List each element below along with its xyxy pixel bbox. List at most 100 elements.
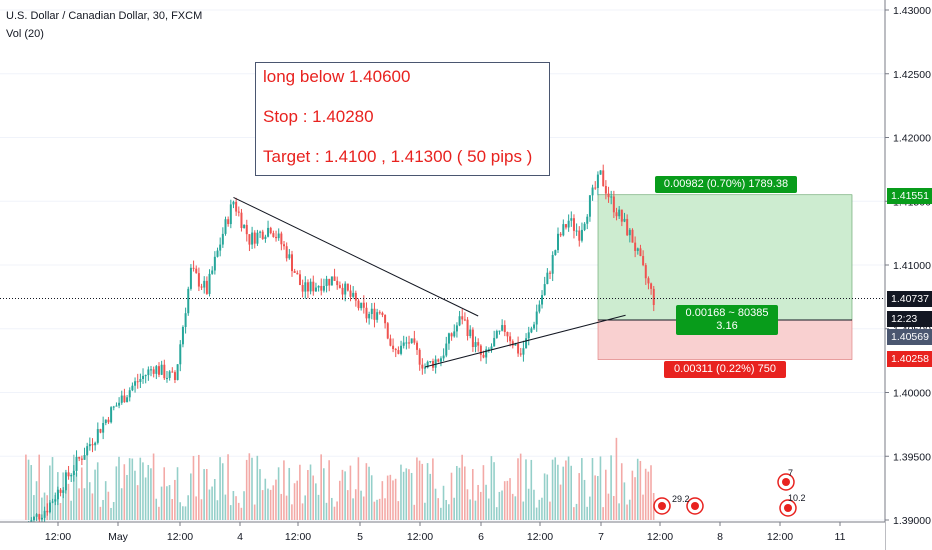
- volume-bar: [487, 498, 490, 520]
- descending-trendline: [233, 196, 479, 317]
- candle-body: [554, 250, 557, 256]
- event-label-first: 29.2: [672, 494, 690, 504]
- volume-bar: [559, 484, 562, 520]
- volume-bar: [394, 478, 397, 520]
- volume-bar: [522, 501, 525, 520]
- candle-body: [370, 308, 373, 314]
- price-axis-bg: [885, 0, 932, 550]
- volume-bar: [331, 497, 333, 520]
- volume-bar: [107, 491, 110, 520]
- candle-body: [567, 220, 570, 228]
- volume-bar: [179, 502, 181, 520]
- candle-body: [306, 282, 309, 292]
- candle-body: [493, 337, 496, 347]
- candle-body: [564, 224, 567, 228]
- candle-body: [219, 244, 222, 251]
- volume-bar: [72, 454, 75, 520]
- candle-body: [99, 429, 102, 433]
- note-target-line: Target : 1.4100 , 1.41300 ( 50 pips ): [263, 147, 533, 166]
- volume-bar: [51, 457, 54, 520]
- candle-body: [64, 472, 67, 491]
- volume-bar: [535, 507, 538, 520]
- volume-bar: [469, 499, 471, 520]
- candle-body: [43, 510, 46, 518]
- volume-bar: [174, 479, 176, 520]
- candle-body: [424, 367, 426, 369]
- volume-bar: [328, 460, 330, 520]
- candle-body: [216, 250, 219, 257]
- note-stop-line: Stop : 1.40280: [263, 107, 374, 126]
- candle-body: [546, 272, 549, 285]
- volume-bar: [325, 502, 328, 520]
- candle-body: [293, 271, 296, 273]
- candle-body: [588, 195, 591, 217]
- candle-body: [541, 295, 544, 305]
- candle-body: [501, 325, 504, 331]
- candle-body: [328, 278, 331, 286]
- volume-bar: [277, 467, 280, 520]
- event-markers[interactable]: 29.2 7 10.2: [653, 468, 806, 517]
- volume-bar: [243, 491, 245, 520]
- volume-bar: [221, 463, 224, 520]
- candle-body: [91, 444, 94, 446]
- volume-bar: [368, 466, 370, 520]
- candle-body: [368, 313, 371, 319]
- volume-bar: [623, 482, 626, 520]
- candle-body: [80, 458, 83, 460]
- candle-body: [251, 232, 254, 245]
- candle-body: [373, 308, 376, 320]
- volume-indicator-label[interactable]: Vol (20): [6, 28, 44, 40]
- candle-body: [248, 234, 251, 245]
- volume-bar: [583, 479, 586, 520]
- volume-bar: [373, 501, 376, 520]
- candle-body: [197, 273, 200, 287]
- volume-bar: [471, 469, 474, 520]
- volume-bar: [543, 473, 546, 520]
- volume-bar: [445, 499, 447, 520]
- candle-body: [607, 193, 610, 198]
- volume-bar: [168, 485, 171, 520]
- trade-note-box[interactable]: long below 1.40600 Stop : 1.40280 Target…: [255, 62, 550, 176]
- volume-bar: [636, 458, 639, 520]
- candle-body: [147, 369, 150, 376]
- candle-body: [586, 216, 589, 224]
- candle-body: [136, 381, 139, 383]
- volume-bar: [424, 502, 426, 520]
- volume-bar: [615, 437, 618, 520]
- candle-body: [426, 361, 429, 368]
- candle-body: [131, 385, 134, 391]
- candle-body: [40, 517, 43, 520]
- x-tick-label: 12:00: [647, 531, 673, 543]
- volume-bar: [309, 464, 312, 520]
- volume-bar: [453, 497, 455, 520]
- candle-body: [115, 405, 118, 407]
- candle-body: [362, 302, 365, 308]
- candle-body: [408, 342, 411, 344]
- candle-body: [195, 268, 198, 274]
- candle-body: [192, 267, 195, 269]
- candle-body: [533, 324, 536, 329]
- volume-bar: [136, 485, 139, 520]
- volume-bar: [506, 480, 509, 520]
- candle-body: [381, 312, 384, 316]
- volume-bar: [416, 457, 418, 520]
- volume-bar: [464, 466, 466, 520]
- candle-body: [410, 338, 413, 344]
- x-tick-label: 11: [835, 531, 846, 543]
- volume-bar: [378, 498, 381, 520]
- trendlines[interactable]: [0, 196, 885, 368]
- candle-body: [618, 209, 621, 217]
- volume-bar: [88, 482, 91, 520]
- candle-body: [461, 316, 464, 320]
- volume-bar: [216, 500, 219, 520]
- candle-body: [650, 283, 653, 289]
- candle-body: [165, 377, 168, 379]
- candle-body: [644, 265, 647, 279]
- volume-bar: [458, 467, 461, 520]
- volume-bar: [27, 459, 30, 520]
- x-tick-label: 12:00: [527, 531, 553, 543]
- candle-body: [386, 323, 389, 339]
- volume-bar: [421, 463, 424, 520]
- candle-body: [519, 353, 522, 355]
